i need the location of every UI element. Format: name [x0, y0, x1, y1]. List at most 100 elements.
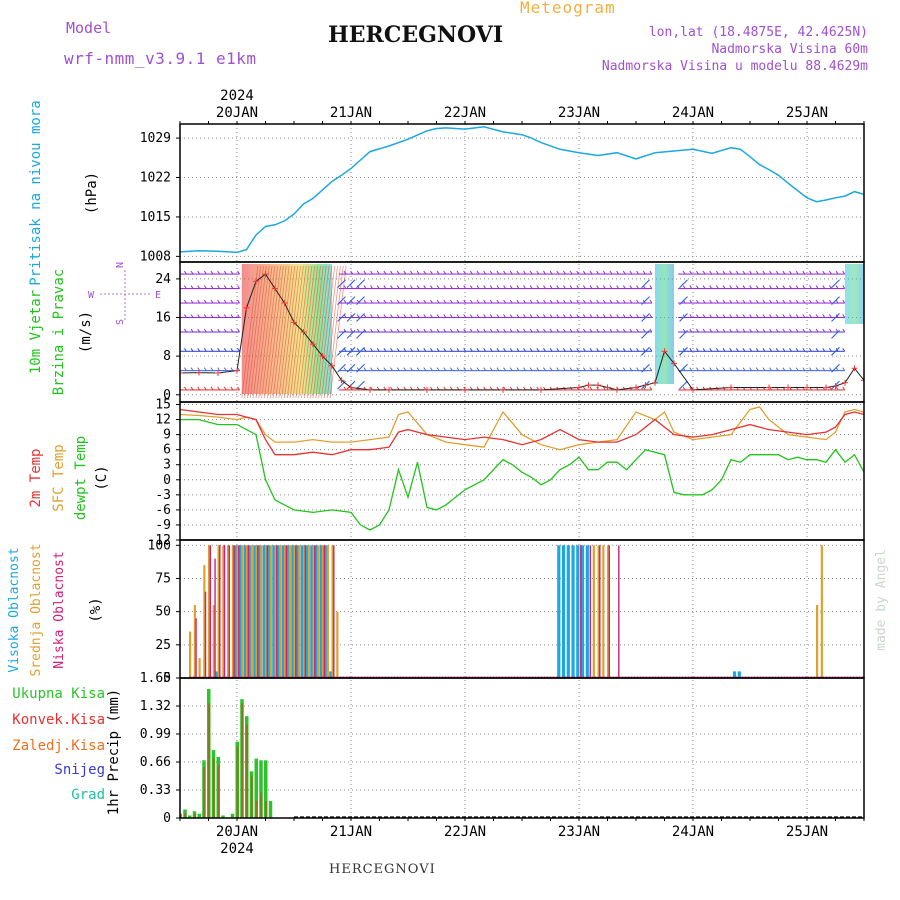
cloud-high-bar	[243, 545, 247, 678]
precip-total-bar	[221, 815, 225, 818]
precip-convective-bar	[193, 813, 196, 818]
wind-arrow	[679, 313, 688, 322]
model-name: wrf-nmm_v3.9.1 e1km	[64, 49, 257, 68]
cloud-low-bar	[323, 545, 325, 678]
wind-barb-tick	[237, 348, 240, 352]
footer-station: HERCEGNOVI	[329, 862, 436, 877]
pressure-axis-unit: (hPa)	[84, 172, 100, 214]
cloud-high-bar	[561, 545, 566, 678]
cloud-mid-bar	[820, 545, 823, 678]
y-tick-label: 15	[155, 398, 171, 413]
cloud-low-bar	[276, 545, 278, 678]
wind-arrow	[679, 346, 688, 356]
cloud-mid-bar	[312, 545, 315, 678]
y-tick-label: 24	[155, 272, 171, 287]
wind-gust-hatch	[306, 265, 324, 399]
wind-speed-marker	[329, 362, 335, 369]
wind-speed-line	[180, 273, 864, 391]
cloud-low-bar	[314, 545, 316, 678]
x-tick-label-bottom: 20JAN	[216, 824, 258, 840]
wind-barb-tick	[842, 270, 846, 275]
wind-arrow	[337, 363, 346, 373]
wind-arrow	[679, 380, 688, 390]
cloud-mid-bar	[284, 545, 287, 678]
wind-arrow	[346, 346, 356, 356]
wind-gust-hatch	[286, 265, 304, 399]
precip-convective-bar	[260, 792, 263, 818]
cloud-low-bar	[247, 545, 249, 678]
cloud-low-bar	[333, 545, 335, 678]
wind-arrow	[356, 330, 365, 339]
wind-gust-hatch	[255, 265, 273, 399]
temp-2m-line	[180, 408, 864, 456]
x-tick-label-top: 25JAN	[786, 105, 828, 121]
cloud-mid-bar	[336, 611, 339, 678]
wind-speed-marker	[348, 384, 354, 391]
wind-speed-marker	[367, 386, 373, 393]
wind-speed-marker	[386, 386, 392, 393]
precip-total-bar	[188, 815, 192, 818]
wind-barb-tick	[237, 386, 240, 391]
cloud-low-bar	[599, 545, 601, 678]
cloud-high-bar	[305, 545, 309, 678]
cloud-high-bar	[310, 545, 314, 678]
precip-convective-bar	[208, 703, 210, 818]
wind-arrow	[337, 346, 346, 356]
wind-barb-tick	[649, 348, 653, 352]
y-tick-label: 8	[163, 349, 171, 364]
cloud-mid-bar	[222, 545, 225, 678]
wind-axis-unit: (m/s)	[78, 311, 94, 353]
cloud-low-bar	[233, 545, 235, 678]
wind-gust-hatch	[244, 265, 261, 399]
cloud-high-bar	[267, 545, 271, 678]
wind-arrow	[641, 330, 650, 339]
wind-arrow	[641, 363, 650, 373]
wind-speed-marker	[538, 386, 544, 393]
wind-barb-tick	[649, 367, 653, 371]
cloud-high-bar	[566, 545, 570, 678]
cloud-low-bar	[219, 545, 221, 678]
cloud-high-bar	[585, 545, 589, 678]
y-tick-label: 16	[155, 311, 171, 326]
cloud-low-bar	[285, 545, 287, 678]
precip-total-bar	[264, 760, 268, 818]
precip-legend-item: Ukupna Kisa	[12, 686, 105, 702]
y-tick-label: 3	[163, 458, 171, 473]
low-cloud-axis-title: Niska Oblacnost	[52, 551, 67, 668]
wind-speed-marker	[861, 377, 864, 384]
y-tick-label: -9	[155, 518, 171, 533]
cloud-high-bar	[295, 545, 300, 678]
wind-barb-tick	[649, 299, 653, 304]
wind-barb-tick	[842, 285, 846, 289]
wind-arrow	[831, 346, 840, 356]
wind-gust-hatch	[315, 265, 333, 399]
y-tick-label: 75	[155, 571, 171, 586]
wind-arrow	[346, 330, 356, 339]
wind-gust-hatch	[258, 265, 276, 399]
lonlat-text: lon,lat (18.4875E, 42.4625N)	[648, 25, 868, 40]
cloud-low-bar	[589, 545, 591, 678]
x-tick-label-top: 24JAN	[672, 105, 714, 121]
cloud-low-bar	[295, 545, 297, 678]
x-tick-label-bottom: 23JAN	[558, 824, 600, 840]
panel-frame-r	[179, 677, 865, 819]
precip-convective-bar	[255, 801, 258, 818]
wind-arrow	[831, 363, 840, 373]
wind-arrow	[679, 296, 688, 306]
y-tick-label: -12	[148, 533, 171, 548]
precip-legend-item: Konvek.Kisa	[12, 712, 105, 728]
model-label: Model	[66, 19, 112, 37]
cloud-mid-bar	[303, 545, 306, 678]
cloud-mid-bar	[208, 545, 211, 678]
wind-barb-tick	[237, 299, 240, 304]
wind-axis-title: 10m Vjetar	[28, 290, 44, 374]
precip-convective-bar	[250, 775, 253, 818]
wind-gust-hatch	[284, 265, 301, 399]
cloud-mid-bar	[265, 545, 268, 678]
wind-barb-tick	[237, 328, 240, 333]
y-tick-label: 0	[163, 811, 171, 826]
wind-speed-marker	[291, 319, 297, 326]
wind-barb-tick	[237, 314, 240, 318]
wind-barb-tick	[842, 348, 846, 352]
